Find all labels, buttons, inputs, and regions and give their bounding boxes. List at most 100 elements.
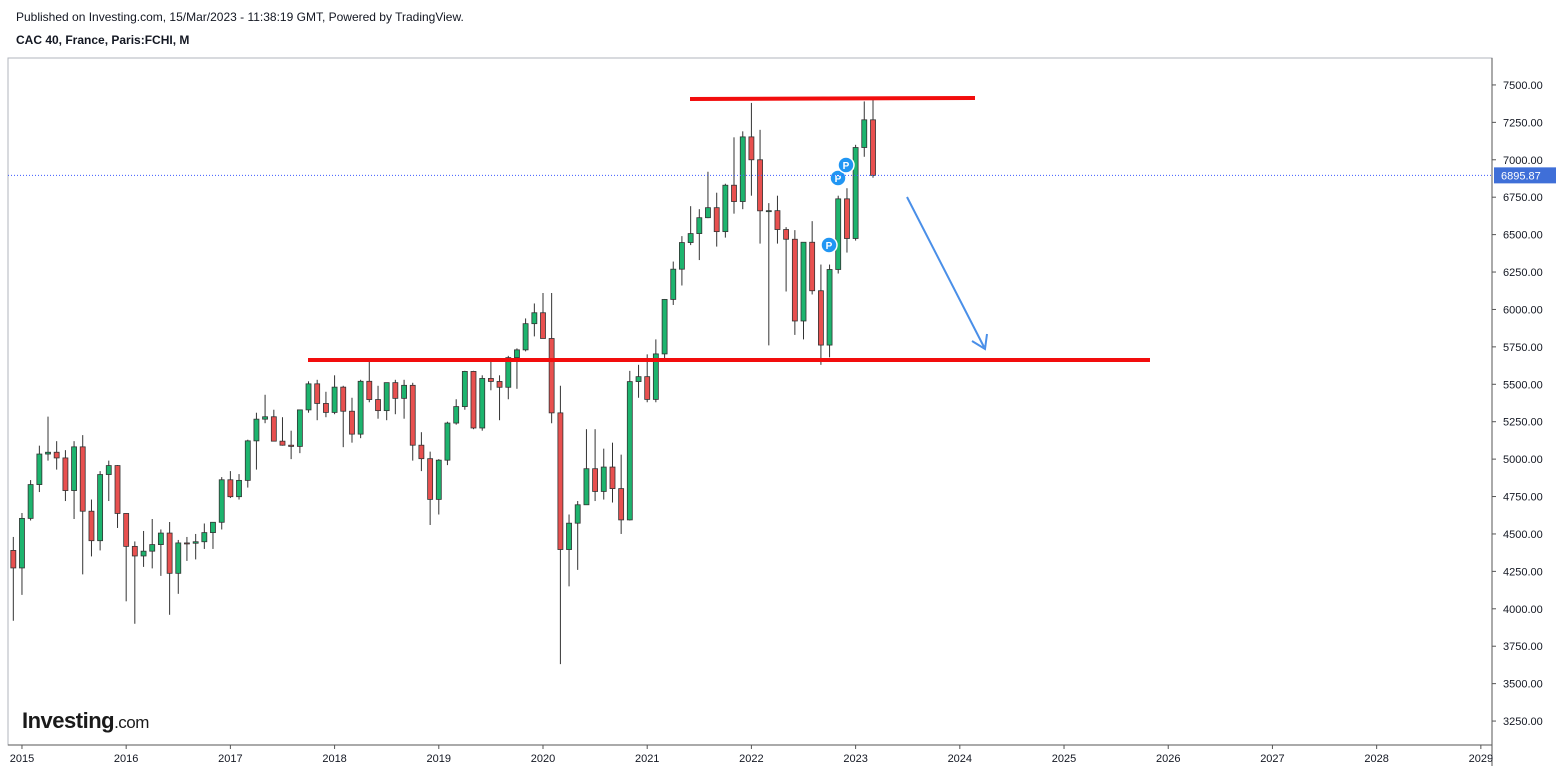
x-tick-label: 2023 — [843, 753, 867, 765]
last-price-label: 6895.87 — [1501, 170, 1541, 182]
candle-body — [800, 241, 807, 322]
candle-body — [236, 479, 242, 498]
y-tick-label: 3250.00 — [1503, 716, 1543, 728]
candle-body — [696, 217, 703, 234]
svg-text:P: P — [826, 241, 833, 252]
candle-body — [818, 290, 824, 346]
x-tick-label: 2028 — [1364, 753, 1388, 765]
candle-body — [600, 466, 607, 492]
candle-body — [783, 229, 790, 240]
x-tick-label: 2025 — [1052, 753, 1076, 765]
marks-layer — [10, 99, 876, 665]
candle-body — [79, 446, 86, 512]
candle-body — [184, 542, 190, 545]
candle-body — [88, 510, 95, 542]
candle-body — [244, 440, 251, 481]
y-tick-label: 6500.00 — [1503, 230, 1543, 242]
candle-body — [305, 383, 312, 411]
y-tick-label: 7250.00 — [1503, 117, 1543, 129]
candle-body — [479, 378, 486, 429]
candle-body — [149, 544, 156, 552]
event-markers: P P P — [820, 156, 855, 254]
candle-body — [323, 403, 329, 413]
candle-body — [557, 412, 564, 550]
candle-body — [392, 382, 399, 399]
candle-body — [262, 416, 268, 420]
candle-body — [166, 532, 173, 574]
event-marker[interactable] — [829, 169, 847, 187]
symbol-title: CAC 40, France, Paris:FCHI, M — [16, 33, 189, 47]
plot-frame — [7, 57, 1493, 746]
x-tick-label: 2015 — [10, 753, 34, 765]
candle-body — [279, 440, 286, 446]
candle-body — [566, 522, 572, 550]
y-tick-label: 6000.00 — [1503, 304, 1543, 316]
candle-body — [401, 384, 407, 399]
y-tick-label: 5250.00 — [1503, 417, 1543, 429]
y-tick-label: 5000.00 — [1503, 454, 1543, 466]
last-price-box — [1494, 167, 1556, 184]
candle-body — [531, 312, 538, 325]
candle-body — [409, 384, 416, 446]
candle-body — [731, 184, 737, 202]
x-tick-label: 2027 — [1260, 753, 1284, 765]
candle-body — [105, 465, 112, 475]
x-tick-label: 2019 — [427, 753, 451, 765]
event-marker[interactable] — [820, 236, 838, 254]
trend-arrow — [906, 196, 985, 348]
candle-body — [123, 513, 130, 547]
candle-body — [748, 136, 755, 161]
candle-body — [592, 468, 598, 492]
candle-body — [670, 268, 677, 300]
candle-body — [114, 465, 121, 514]
candle-body — [383, 382, 390, 412]
candle-body — [314, 383, 321, 404]
candle-body — [844, 198, 850, 239]
y-tick-label: 3500.00 — [1503, 679, 1543, 691]
candle-body — [157, 532, 164, 545]
trend-arrowhead — [971, 333, 988, 351]
y-tick-label: 7000.00 — [1503, 155, 1543, 167]
candle-body — [826, 269, 833, 346]
candle-body — [609, 466, 616, 490]
logo: Investing.com — [22, 708, 149, 733]
candle-body — [705, 207, 711, 219]
y-tick-label: 4250.00 — [1503, 566, 1543, 578]
y-tick-label: 6750.00 — [1503, 192, 1543, 204]
x-tick-label: 2029 — [1469, 753, 1493, 765]
resistance-line — [689, 96, 976, 101]
event-marker[interactable] — [837, 156, 855, 174]
y-tick-label: 7500.00 — [1503, 80, 1543, 92]
candle-body — [444, 422, 451, 461]
candle-body — [540, 312, 546, 339]
candle-body — [270, 416, 277, 442]
candle-body — [357, 380, 364, 435]
candle-body — [835, 198, 842, 270]
candle-body — [687, 233, 694, 243]
candle-body — [722, 184, 729, 233]
x-tick-label: 2017 — [218, 753, 242, 765]
candle-body — [210, 521, 216, 534]
candle-body — [679, 242, 685, 270]
candle-body — [514, 349, 520, 359]
candle-body — [635, 376, 642, 382]
candle-body — [505, 357, 512, 388]
candle-body — [296, 409, 303, 447]
x-tick-label: 2022 — [739, 753, 763, 765]
candle-body — [71, 446, 77, 491]
candle-body — [36, 453, 43, 485]
candle-body — [218, 479, 225, 523]
candle-body — [626, 381, 633, 521]
candle-body — [53, 451, 60, 459]
published-note: Published on Investing.com, 15/Mar/2023 … — [16, 10, 464, 24]
candle-body — [618, 488, 625, 521]
candle-body — [27, 484, 34, 519]
candle-body — [487, 378, 494, 382]
candle-body — [131, 545, 138, 557]
candle-body — [496, 381, 503, 388]
candle-body — [791, 238, 798, 322]
y-tick-label: 4500.00 — [1503, 529, 1543, 541]
y-tick-label: 4750.00 — [1503, 492, 1543, 504]
